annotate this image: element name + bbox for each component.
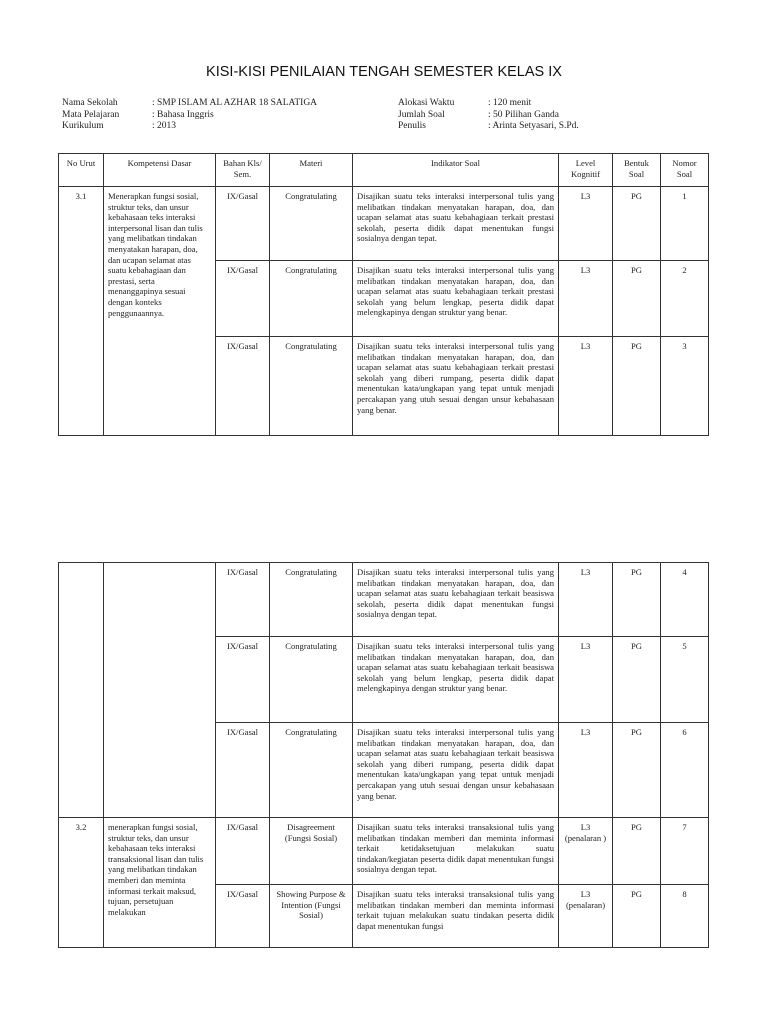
kd-text-cell: menerapkan fungsi sosial, struktur teks,…: [103, 817, 216, 948]
materi-cell: Congratulating: [269, 186, 353, 261]
kd-text-cell: Menerapkan fungsi sosial, struktur teks,…: [103, 186, 216, 436]
nomor-cell: 6: [660, 722, 709, 818]
indikator-cell: Disajikan suatu teks interaksi interpers…: [352, 636, 559, 723]
meta-label: Jumlah Soal: [398, 109, 445, 120]
materi-cell: Disagreement (Fungsi Sosial): [269, 817, 353, 885]
school-info: Nama Sekolah : SMP ISLAM AL AZHAR 18 SALA…: [62, 98, 317, 133]
indikator-cell: Disajikan suatu teks interaksi interpers…: [352, 336, 559, 436]
indikator-cell: Disajikan suatu teks interaksi interpers…: [352, 186, 559, 261]
table-row: 3.1 Menerapkan fungsi sosial, struktur te…: [58, 186, 709, 436]
kd-number-cell: [58, 562, 104, 818]
column-header: No Urut: [58, 153, 104, 187]
bentuk-cell: PG: [612, 260, 661, 337]
materi-cell: Showing Purpose & Intention (Fungsi Sosi…: [269, 884, 353, 948]
table-row: IX/Gasal Congratulating Disajikan suatu te…: [59, 336, 709, 436]
bentuk-cell: PG: [612, 336, 661, 436]
meta-label: Kurikulum: [62, 121, 104, 131]
table-row: IX/Gasal Congratulating Disajikan suatu te…: [59, 636, 709, 723]
kd-number-cell: 3.2: [58, 817, 104, 948]
kd-text-cell: [103, 562, 216, 818]
bahan-cell: IX/Gasal: [215, 260, 270, 337]
bentuk-cell: PG: [612, 186, 661, 261]
materi-cell: Congratulating: [269, 260, 353, 337]
indikator-cell: Disajikan suatu teks interaksi interpers…: [352, 260, 559, 337]
indikator-cell: Disajikan suatu teks interaksi transaksi…: [352, 884, 559, 948]
materi-cell: Congratulating: [269, 336, 353, 436]
level-cell: L3: [558, 186, 613, 261]
table-row: IX/Gasal Congratulating Disajikan suatu te…: [59, 722, 709, 818]
meta-value: : 120 menit: [488, 98, 532, 108]
kd-number-cell: 3.1: [58, 186, 104, 436]
nomor-cell: 4: [660, 562, 709, 637]
materi-cell: Congratulating: [269, 636, 353, 723]
bahan-cell: IX/Gasal: [215, 636, 270, 723]
meta-value: : Arinta Setyasari, S.Pd.: [488, 121, 579, 131]
meta-value: : SMP ISLAM AL AZHAR 18 SALATIGA: [152, 98, 318, 108]
meta-label: Nama Sekolah: [62, 98, 118, 108]
nomor-cell: 8: [660, 884, 709, 948]
nomor-cell: 1: [660, 186, 709, 261]
bahan-cell: IX/Gasal: [215, 817, 270, 885]
nomor-cell: 5: [660, 636, 709, 723]
level-cell: L3: [558, 722, 613, 818]
bahan-cell: IX/Gasal: [215, 186, 270, 261]
meta-value: : 2013: [152, 121, 177, 131]
column-header: Bentuk Soal: [612, 153, 661, 187]
level-cell: L3: [558, 636, 613, 723]
exam-info: Alokasi Waktu : 120 menit Jumlah Soal : 50…: [398, 98, 579, 133]
indikator-cell: Disajikan suatu teks interaksi interpers…: [352, 562, 559, 637]
level-cell: L3 (penalaran ): [558, 817, 613, 885]
bentuk-cell: PG: [612, 636, 661, 723]
level-cell: L3 (penalaran): [558, 884, 613, 948]
column-header: Bahan Kls/ Sem.: [215, 153, 270, 187]
column-header: Materi: [269, 153, 353, 187]
bahan-cell: IX/Gasal: [215, 562, 270, 637]
grid-table-page1: No Urut Kompetensi Dasar Bahan Kls/ Sem. Ma…: [58, 153, 709, 436]
meta-value: : 50 Pilihan Ganda: [488, 109, 559, 120]
table-row: 3.2 menerapkan fungsi sosial, struktur te…: [58, 817, 709, 948]
bentuk-cell: PG: [612, 817, 661, 885]
bentuk-cell: PG: [612, 722, 661, 818]
table-row: IX/Gasal Congratulating Disajikan suatu te…: [59, 260, 709, 337]
indikator-cell: Disajikan suatu teks interaksi transaksi…: [352, 817, 559, 885]
nomor-cell: 7: [660, 817, 709, 885]
bahan-cell: IX/Gasal: [215, 884, 270, 948]
column-header: Nomor Soal: [660, 153, 709, 187]
table-row: IX/Gasal Showing Purpose & Intention (Fun…: [59, 884, 709, 948]
column-header: Indikator Soal: [352, 153, 559, 187]
bentuk-cell: PG: [612, 562, 661, 637]
meta-label: Penulis: [398, 121, 426, 131]
materi-cell: Congratulating: [269, 722, 353, 818]
nomor-cell: 3: [660, 336, 709, 436]
meta-label: Alokasi Waktu: [398, 98, 455, 108]
indikator-cell: Disajikan suatu teks interaksi interpers…: [352, 722, 559, 818]
table-row: IX/Gasal Congratulating Disajikan suatu te…: [58, 562, 709, 818]
bentuk-cell: PG: [612, 884, 661, 948]
level-cell: L3: [558, 260, 613, 337]
bahan-cell: IX/Gasal: [215, 722, 270, 818]
grid-table-page2: IX/Gasal Congratulating Disajikan suatu te…: [58, 562, 709, 948]
header-row: No Urut Kompetensi Dasar Bahan Kls/ Sem. Ma…: [58, 153, 709, 187]
column-header: Kompetensi Dasar: [103, 153, 216, 187]
meta-value: : Bahasa Inggris: [152, 109, 214, 120]
bahan-cell: IX/Gasal: [215, 336, 270, 436]
document-title: KISI-KISI PENILAIAN TENGAH SEMESTER KELA…: [206, 64, 562, 80]
materi-cell: Congratulating: [269, 562, 353, 637]
level-cell: L3: [558, 562, 613, 637]
meta-label: Mata Pelajaran: [62, 109, 120, 120]
level-cell: L3: [558, 336, 613, 436]
nomor-cell: 2: [660, 260, 709, 337]
column-header: Level Kognitif: [558, 153, 613, 187]
